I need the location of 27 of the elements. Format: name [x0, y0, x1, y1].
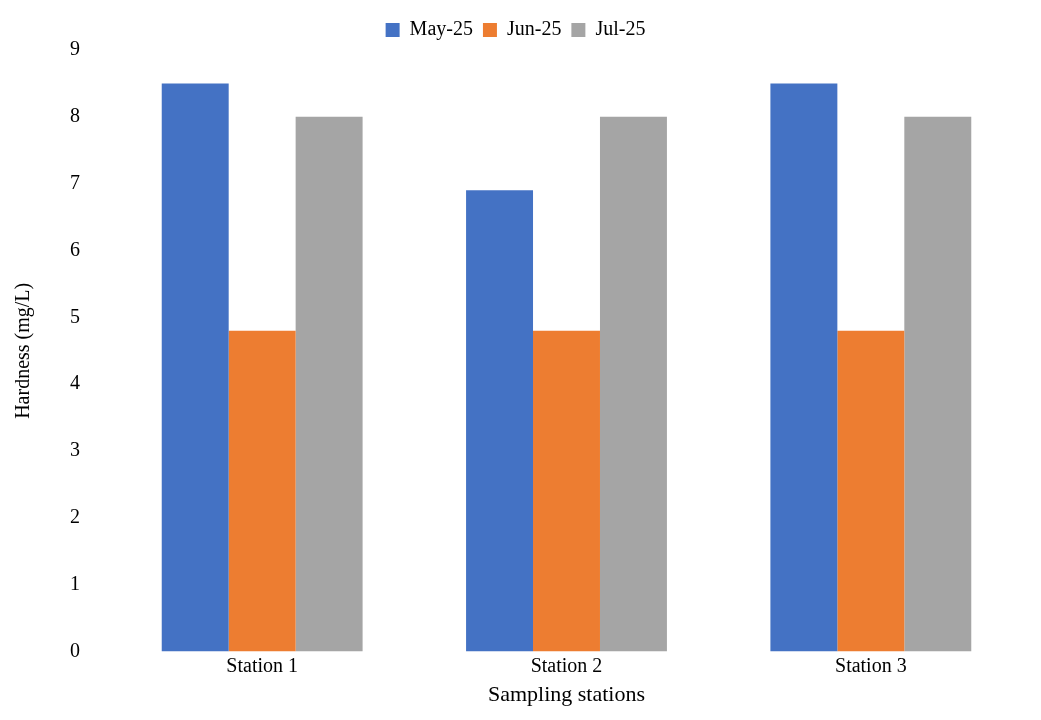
- bar: [466, 190, 534, 652]
- bar: [161, 83, 229, 652]
- legend-label: Jun-25: [506, 17, 562, 40]
- bar: [770, 83, 838, 652]
- legend-label: May-25: [409, 17, 473, 41]
- y-tick-label: 2: [70, 505, 80, 528]
- y-tick-label: 9: [70, 37, 80, 60]
- bar: [295, 116, 363, 652]
- y-tick-label: 7: [70, 170, 80, 193]
- x-tick-label: Station 2: [530, 653, 603, 676]
- x-axis-title: Sampling stations: [487, 680, 646, 706]
- x-tick-label: Station 3: [835, 653, 907, 676]
- y-tick-label: 3: [70, 438, 80, 461]
- bar: [837, 330, 905, 652]
- bar: [533, 330, 600, 652]
- legend-label: Jul-25: [595, 17, 646, 40]
- y-tick-label: 6: [70, 237, 80, 260]
- bar: [228, 330, 296, 652]
- y-tick-label: 0: [70, 638, 80, 661]
- y-tick-label: 4: [70, 371, 80, 394]
- bar: [904, 116, 972, 652]
- y-tick-label: 8: [70, 104, 80, 127]
- bar: [599, 116, 667, 652]
- y-tick-label: 5: [70, 304, 80, 327]
- x-tick-label: Station 1: [226, 653, 298, 676]
- y-axis-title: Hardness (mg/L): [11, 282, 35, 419]
- y-tick-label: 1: [70, 572, 80, 595]
